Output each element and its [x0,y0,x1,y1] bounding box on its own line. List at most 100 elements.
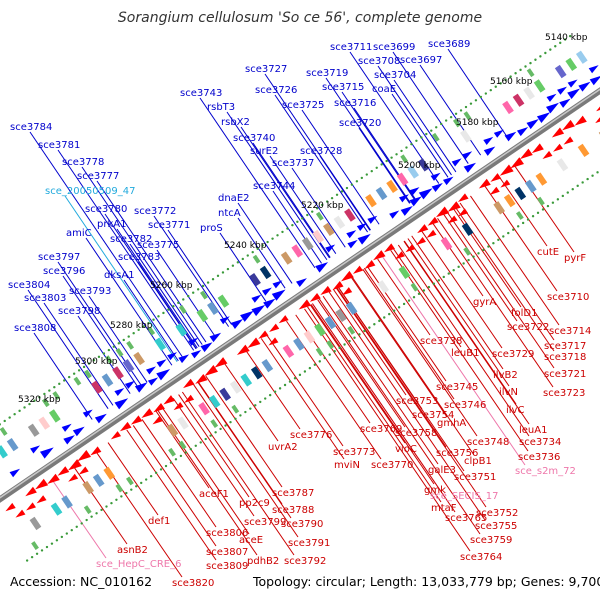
track-dot [355,180,359,183]
reverse-feature-block [335,308,347,323]
reverse-gene-arrow [435,206,450,218]
reverse-gene-label: uvrA2 [268,442,298,453]
reverse-gene-label: sce3806 [206,528,248,539]
track-dot [526,218,530,221]
forward-feature-block [207,301,219,315]
track-dot [182,298,185,301]
reverse-leader-line [178,394,250,498]
forward-feature-block [460,129,472,143]
forward-leader-line [269,155,337,254]
forward-feature-block [407,165,420,179]
forward-gene-label: sce3772 [134,206,176,217]
forward-gene-arrow [114,398,129,410]
callout-lines [27,48,575,578]
forward-feature-block [523,86,535,100]
track-dot [432,282,436,285]
gc-marker-block [0,426,8,436]
kbp-tick-label: 5240 kbp [224,241,267,251]
track-dot [97,355,101,359]
track-dot [301,217,304,220]
track-dot [43,392,46,396]
forward-gene-label: sce3726 [255,85,297,96]
reverse-gene-arrow [36,495,47,504]
reverse-gene-label: sce3718 [544,352,586,363]
gc-marker-block [252,254,261,264]
reverse-leader-line [205,375,283,488]
reverse-leader-line [514,165,575,253]
reverse-gene-arrow [320,285,332,295]
track-dot [105,505,108,508]
track-dot [439,122,443,126]
track-dot [241,257,244,261]
reverse-gene-label: sce3770 [371,460,413,471]
genome-backbone [0,87,600,503]
forward-leader-line [116,228,198,349]
forward-gene-arrow [147,377,159,386]
track-dot [127,335,130,338]
track-dot [0,423,1,426]
reverse-leader-line [107,442,159,516]
forward-gene-label: sce3798 [58,306,100,317]
forward-gene-arrow [430,172,441,181]
track-dot [177,301,180,305]
reverse-gene-arrow [68,473,79,482]
gc-marker-block [526,68,535,78]
gc-marker-block [115,348,124,357]
gc-marker-block [178,305,187,314]
forward-feature-block [386,179,398,194]
forward-gene-arrow [346,230,357,239]
forward-gene-arrow [263,298,276,309]
forward-gene-arrow [146,366,156,375]
reverse-gene-label: sce3734 [519,437,561,448]
reverse-gene-label: sce3722 [507,322,549,333]
track-dot [524,65,527,68]
track-dot [427,285,431,289]
forward-leader-line [392,51,469,164]
reverse-gene-arrow [447,215,458,224]
reverse-gene-arrow [426,229,437,238]
track-dot [330,196,334,200]
gc-marker-block [231,404,240,414]
forward-gene-label: dksA1 [104,270,135,281]
reverse-gene-arrow [47,473,60,485]
kbp-tick-label: 5140 kbp [545,33,588,43]
reverse-leader-line [304,308,471,552]
track-dot [444,119,448,122]
reverse-gene-arrow [394,251,405,260]
reverse-gene-label: sce3820 [172,578,214,589]
track-dot [187,294,190,298]
reverse-feature-block [314,323,326,337]
reverse-gene-label: pp2c9 [239,498,270,509]
reverse-gene-label: leuA1 [519,425,547,436]
track-dot [348,339,351,343]
forward-gene-arrow [483,136,494,145]
track-dot [563,38,567,41]
reverse-gene-arrow [78,466,89,475]
reverse-gene-label: sce3790 [281,519,323,530]
forward-gene-arrow [240,310,254,322]
track-dot [340,190,344,193]
reverse-gene-arrow [269,323,280,332]
track-dot [174,458,178,461]
track-dot [169,461,173,464]
track-dot [459,109,463,112]
reverse-feature-block [503,193,516,208]
reverse-gene-label: sce3717 [544,341,586,352]
forward-gene-arrow [39,447,54,459]
track-dot [546,204,550,208]
forward-gene-arrow [82,409,93,418]
track-dot [112,345,116,348]
forward-feature-block [554,64,567,79]
reverse-gene-label: sce3807 [206,547,248,558]
reverse-leader-line [332,288,407,396]
forward-leader-line [219,232,267,302]
reverse-leader-line [260,338,345,460]
track-dot [231,264,235,267]
gc-marker-block [83,505,92,515]
reverse-leader-line [318,298,481,535]
reverse-feature-block [293,337,305,351]
forward-gene-arrow [156,369,171,381]
gc-marker-block [199,290,208,300]
track-dot [591,174,594,177]
reverse-gene-label: ilvN [499,387,518,398]
